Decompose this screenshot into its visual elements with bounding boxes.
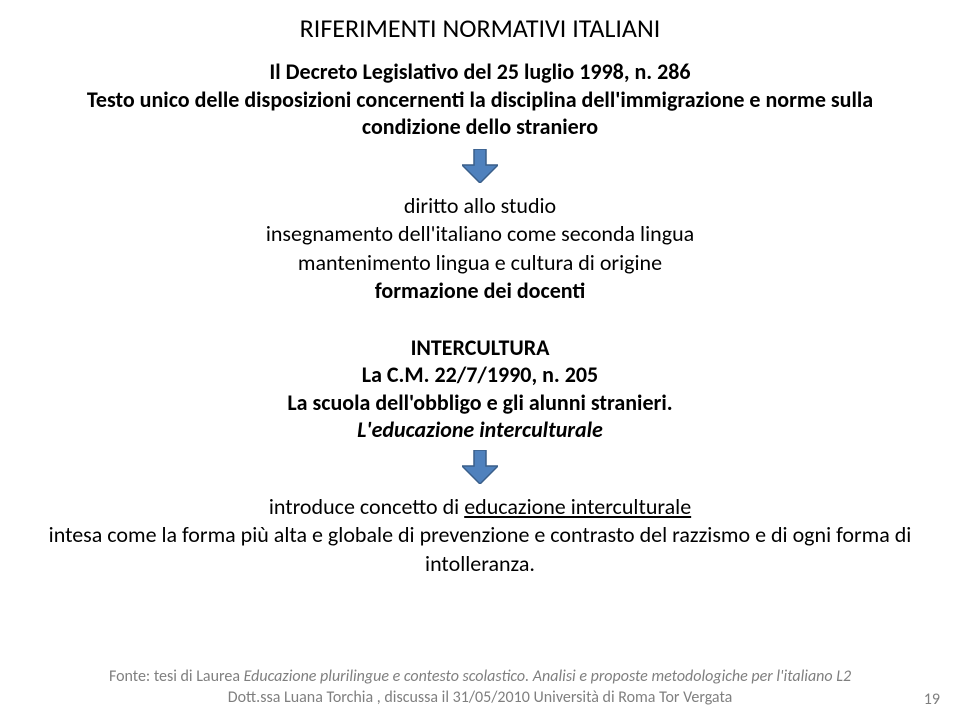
page-number: 19 [924, 690, 940, 709]
conclusion-pre: introduce concetto di [269, 493, 464, 520]
rights-line4: formazione dei docenti [375, 277, 586, 304]
rights-line1: diritto allo studio [404, 192, 556, 219]
footer-line2: Dott.ssa Luana Torchia , discussa il 31/… [228, 688, 733, 707]
intercultura-line2b: L'educazione interculturale [357, 416, 603, 443]
conclusion-block: introduce concetto di educazione intercu… [40, 493, 920, 579]
intercultura-line2a: La scuola dell'obbligo e gli alunni stra… [287, 389, 672, 416]
arrow-2-container [40, 450, 920, 489]
intercultura-ref: La C.M. 22/7/1990, n. 205 [362, 361, 598, 388]
rights-line2: insegnamento dell'italiano come seconda … [266, 220, 694, 247]
slide: RIFERIMENTI NORMATIVI ITALIANI Il Decret… [0, 0, 960, 719]
intercultura-block: INTERCULTURA La C.M. 22/7/1990, n. 205 L… [40, 334, 920, 444]
conclusion-underline: educazione interculturale [464, 493, 691, 520]
subtitle-line1: Il Decreto Legislativo del 25 luglio 199… [269, 58, 690, 85]
footer-line1a: Fonte: tesi di Laurea [109, 667, 244, 686]
conclusion-rest: intesa come la forma più alta e globale … [49, 521, 912, 577]
arrow-1-container [40, 149, 920, 188]
rights-line3: mantenimento lingua e cultura di origine [298, 249, 662, 276]
rights-block: diritto allo studio insegnamento dell'it… [40, 192, 920, 306]
subtitle-line2: Testo unico delle disposizioni concernen… [87, 86, 873, 141]
footer-line1b: Educazione plurilingue e contesto scolas… [244, 667, 851, 686]
decree-subtitle: Il Decreto Legislativo del 25 luglio 199… [40, 58, 920, 141]
arrow-down-icon [462, 149, 498, 183]
slide-title: RIFERIMENTI NORMATIVI ITALIANI [40, 12, 920, 44]
intercultura-heading: INTERCULTURA [411, 334, 550, 361]
footer: Fonte: tesi di Laurea Educazione plurili… [0, 667, 960, 709]
arrow-down-icon [462, 450, 498, 484]
